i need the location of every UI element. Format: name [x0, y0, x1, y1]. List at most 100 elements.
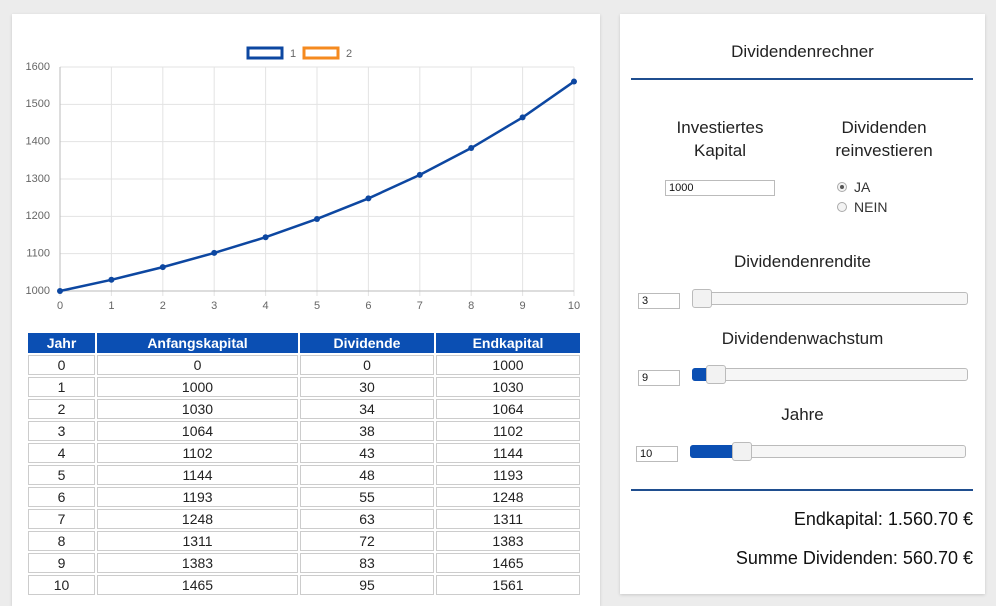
- table-cell: 1383: [97, 553, 298, 573]
- point: [365, 195, 372, 202]
- y-tick-label: 1400: [26, 136, 50, 148]
- legend-label: 2: [346, 48, 352, 60]
- table-cell: 1311: [97, 531, 298, 551]
- yield-input[interactable]: 3: [638, 293, 680, 309]
- table-cell: 34: [300, 399, 434, 419]
- table-cell: 1030: [436, 377, 580, 397]
- table-cell: 55: [300, 487, 434, 507]
- growth-input[interactable]: 9: [638, 370, 680, 386]
- point: [108, 276, 115, 283]
- table-cell: 9: [28, 553, 95, 573]
- table-cell: 1248: [436, 487, 580, 507]
- slider-thumb[interactable]: [692, 289, 712, 308]
- point: [468, 145, 475, 152]
- x-tick-label: 7: [417, 300, 423, 312]
- table-cell: 0: [300, 355, 434, 375]
- result-dividends: Summe Dividenden: 560.70 €: [735, 548, 973, 568]
- x-tick-label: 2: [160, 300, 166, 312]
- x-tick-label: 1: [108, 300, 114, 312]
- table-cell: 2: [28, 399, 95, 419]
- calc-title: Dividendenrechner: [731, 42, 874, 61]
- slider-fill: [690, 445, 734, 458]
- y-tick-label: 1200: [26, 210, 50, 222]
- table-cell: 1193: [436, 465, 580, 485]
- y-tick-label: 1500: [26, 98, 50, 110]
- table-cell: 1030: [97, 399, 298, 419]
- slider-thumb[interactable]: [732, 442, 752, 461]
- table-cell: 0: [28, 355, 95, 375]
- table-cell: 3: [28, 421, 95, 441]
- yield-slider[interactable]: [692, 292, 968, 305]
- years-input[interactable]: 10: [636, 446, 678, 462]
- table-cell: 83: [300, 553, 434, 573]
- capital-input[interactable]: 1000: [665, 180, 775, 196]
- table-cell: 1144: [97, 465, 298, 485]
- slider-thumb[interactable]: [706, 365, 726, 384]
- table-cell: 1311: [436, 509, 580, 529]
- table-cell: 1064: [436, 399, 580, 419]
- y-tick-label: 1300: [26, 173, 50, 185]
- table-cell: 1102: [436, 421, 580, 441]
- x-tick-label: 6: [365, 300, 371, 312]
- table-cell: 1064: [97, 421, 298, 441]
- table-cell: 1248: [97, 509, 298, 529]
- table-cell: 8: [28, 531, 95, 551]
- table-cell: 1102: [97, 443, 298, 463]
- table-cell: 1465: [97, 575, 298, 595]
- table-cell: 48: [300, 465, 434, 485]
- radio[interactable]: [837, 182, 847, 192]
- chart: 1000 1100 1200 1300 1400 1500 1600 0 1 2 3 4 5 6 7 8 9 10…: [26, 46, 580, 312]
- years-label: Jahre: [781, 405, 824, 424]
- radio[interactable]: [837, 202, 847, 212]
- point: [416, 171, 423, 178]
- table-cell: 0: [97, 355, 298, 375]
- growth-label: Dividendenwachstum: [721, 329, 884, 348]
- point: [262, 234, 269, 241]
- point: [159, 264, 166, 271]
- legend-label: 1: [290, 48, 296, 60]
- radio-label[interactable]: JA: [854, 179, 871, 195]
- calculator-panel: Dividendenrechner Investiertes Kapital 1…: [620, 14, 985, 594]
- table-cell: 6: [28, 487, 95, 507]
- table-header: Dividende: [300, 333, 434, 353]
- x-tick-label: 3: [211, 300, 217, 312]
- table-cell: 1193: [97, 487, 298, 507]
- table-cell: 1383: [436, 531, 580, 551]
- table-cell: 38: [300, 421, 434, 441]
- yield-label: Dividendenrendite: [733, 252, 872, 271]
- table-header: Anfangskapital: [97, 333, 298, 353]
- table-cell: 4: [28, 443, 95, 463]
- table-cell: 1000: [436, 355, 580, 375]
- table-cell: 1: [28, 377, 95, 397]
- x-tick-label: 9: [520, 300, 526, 312]
- radio-label[interactable]: NEIN: [854, 199, 888, 215]
- divider: [631, 78, 973, 80]
- point: [57, 288, 63, 294]
- table-cell: 43: [300, 443, 434, 463]
- y-tick-label: 1000: [26, 285, 50, 297]
- x-tick-label: 5: [314, 300, 320, 312]
- growth-slider[interactable]: [692, 368, 968, 381]
- x-tick-label: 0: [57, 300, 63, 312]
- x-tick-label: 10: [568, 300, 580, 312]
- table-header: Endkapital: [436, 333, 580, 353]
- y-tick-label: 1600: [26, 61, 50, 73]
- table-cell: 72: [300, 531, 434, 551]
- point: [519, 114, 526, 121]
- point: [211, 249, 218, 256]
- divider: [631, 489, 973, 491]
- table-cell: 5: [28, 465, 95, 485]
- table-cell: 30: [300, 377, 434, 397]
- result-end: Endkapital: 1.560.70 €: [793, 509, 973, 529]
- legend-swatch: [246, 46, 284, 60]
- table-cell: 1561: [436, 575, 580, 595]
- chart-panel: 1000 1100 1200 1300 1400 1500 1600 0 1 2 3 4 5 6 7 8 9 10…: [12, 14, 600, 606]
- table-cell: 1465: [436, 553, 580, 573]
- table-cell: 1144: [436, 443, 580, 463]
- y-tick-label: 1100: [26, 248, 50, 260]
- table-cell: 1000: [97, 377, 298, 397]
- point: [571, 78, 577, 85]
- legend-swatch: [302, 46, 340, 60]
- reinvest-label: Dividenden reinvestieren: [835, 118, 933, 160]
